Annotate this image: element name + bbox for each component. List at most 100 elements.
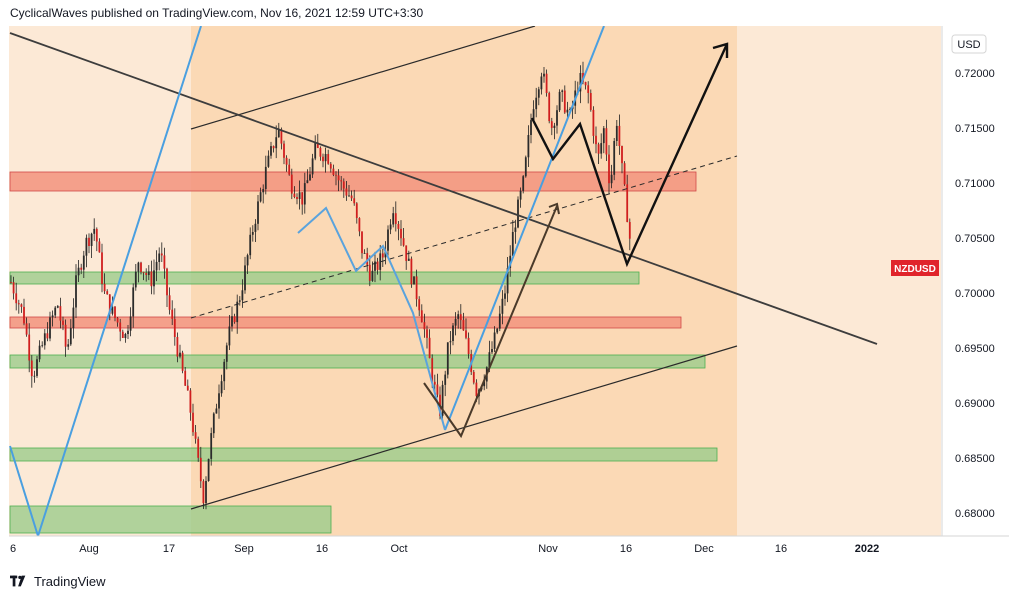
support-zone[interactable]	[9, 447, 718, 462]
candle-body	[288, 164, 291, 175]
candle-body	[17, 303, 20, 305]
price-tag	[891, 260, 939, 276]
candle-body	[363, 253, 366, 254]
candle-body	[153, 270, 155, 287]
candle-body	[342, 181, 345, 189]
candle-body	[613, 141, 616, 175]
price-tick-label: 0.71500	[955, 123, 995, 135]
time-axis-ticks: 6 Aug 17 Sep 16 Oct Nov 16 Dec 16 2022	[10, 543, 879, 555]
brown-projection-path[interactable]	[423, 205, 558, 439]
candle-body	[140, 262, 142, 273]
candle-body	[446, 342, 449, 375]
candle-body	[147, 271, 150, 275]
time-tick-label: Aug	[79, 543, 99, 555]
time-tick-label: 16	[620, 543, 632, 555]
candle-body	[394, 213, 397, 224]
candle-body	[275, 137, 278, 149]
candle-body	[407, 258, 410, 261]
blue-line-right[interactable]	[444, 25, 605, 431]
price-tick-label: 0.70500	[955, 233, 995, 245]
resistance-zone[interactable]	[9, 171, 697, 192]
candle-body	[519, 190, 522, 200]
candle-body	[350, 195, 353, 199]
candle-body	[501, 298, 504, 314]
channel-upper-line[interactable]	[190, 25, 536, 130]
currency-badge[interactable]	[951, 34, 987, 54]
candle-body	[246, 255, 249, 266]
tradingview-brand[interactable]: TradingView	[34, 573, 106, 589]
candle-body	[36, 359, 38, 376]
candle-body	[610, 174, 613, 184]
candle-body	[387, 229, 389, 251]
candle-body	[210, 433, 213, 459]
candle-body	[366, 253, 369, 265]
candle-body	[433, 381, 436, 385]
candle-body	[449, 341, 452, 343]
tradingview-logo-icon	[10, 575, 26, 587]
candle-body	[231, 316, 233, 327]
candle-body	[400, 228, 402, 239]
candle-body	[561, 90, 564, 92]
candle-body	[51, 315, 54, 318]
candle-body	[556, 110, 558, 126]
candle-body	[423, 322, 426, 330]
support-zone[interactable]	[9, 505, 332, 534]
candle-body	[283, 143, 285, 158]
candle-body	[142, 272, 145, 273]
black-arrow-head	[712, 42, 729, 58]
candle-body	[621, 146, 623, 164]
candle-body	[348, 195, 350, 197]
candle-body	[597, 144, 600, 154]
candle-body	[137, 262, 140, 272]
resistance-zone[interactable]	[9, 316, 682, 329]
candle-body	[220, 381, 223, 394]
candle-body	[179, 352, 181, 357]
candle-body	[410, 258, 413, 285]
candle-body	[25, 323, 28, 335]
candle-body	[10, 282, 12, 283]
candle-body	[303, 183, 306, 205]
candle-body	[171, 309, 174, 319]
candle-body	[111, 306, 114, 314]
candle-body	[67, 344, 70, 347]
price-tick-label: 0.72000	[955, 68, 995, 80]
blue-zigzag[interactable]	[297, 206, 446, 431]
channel-midline[interactable]	[190, 155, 738, 319]
candle-body	[361, 231, 363, 254]
candle-body	[101, 252, 103, 284]
price-tick-label: 0.71000	[955, 178, 995, 190]
candle-body	[592, 109, 595, 136]
candle-body	[194, 432, 197, 439]
support-zone[interactable]	[9, 354, 706, 369]
blue-line-rise[interactable]	[37, 25, 202, 537]
candle-body	[376, 261, 379, 270]
candle-body	[23, 306, 25, 324]
candle-body	[431, 358, 434, 382]
candle-body	[69, 328, 72, 345]
candle-body	[413, 276, 415, 285]
candle-body	[62, 320, 64, 325]
black-projection-path[interactable]	[530, 43, 729, 268]
candle-body	[184, 370, 187, 386]
candle-body	[212, 413, 215, 434]
candle-body	[475, 382, 478, 397]
candle-body	[405, 245, 408, 261]
candle-body	[262, 189, 265, 193]
candle-body	[309, 174, 311, 181]
time-tick-label: 2022	[855, 543, 879, 555]
price-chart[interactable]: USD 0.72000 0.71500 0.71000 0.70500 0.70000 0…	[0, 25, 1009, 566]
candle-body	[93, 228, 96, 234]
time-tick-label: 6	[10, 543, 16, 555]
candle-body	[306, 180, 309, 184]
descending-trendline[interactable]	[9, 32, 878, 345]
candle-body	[293, 193, 296, 197]
candle-body	[626, 184, 629, 222]
candle-body	[46, 333, 49, 339]
candle-body	[335, 174, 337, 176]
price-tick-label: 0.68500	[955, 453, 995, 465]
candle-body	[517, 199, 519, 228]
blue-line-left[interactable]	[9, 445, 39, 537]
candle-body	[56, 306, 59, 308]
publish-attribution: CyclicalWaves published on TradingView.c…	[10, 6, 424, 20]
candle-body	[80, 267, 83, 270]
